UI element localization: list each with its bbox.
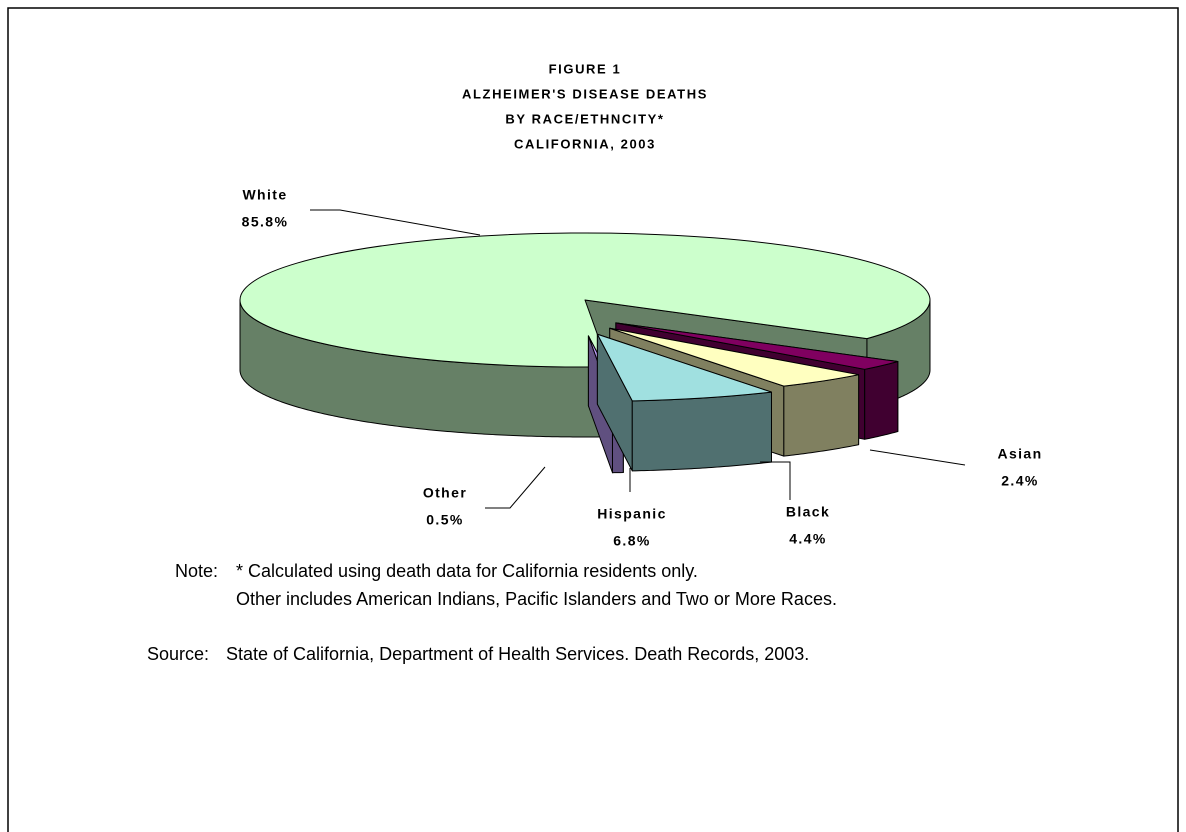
slice-label: Other [423,485,467,501]
slice-label: White [242,187,287,203]
leader-line [760,461,791,500]
slice-wall [783,374,860,457]
value-label: 0.5% [426,512,464,528]
source-label: Source: [147,644,209,664]
chart-title: ALZHEIMER'S DISEASE DEATHS [462,86,708,101]
pie [239,232,931,474]
slice [615,322,899,370]
slice-wall [631,391,772,472]
note-label: Note: [175,561,218,581]
note: Other includes American Indians, Pacific… [236,589,837,609]
frame [7,7,1179,832]
value-label: 85.8% [242,214,289,230]
slice-label: Asian [997,446,1042,462]
leader-line [869,449,966,466]
slice-label: Hispanic [597,506,667,522]
slice-wall [864,361,899,440]
value-label: 4.4% [789,531,827,547]
source: State of California, Department of Healt… [226,644,809,664]
note: * Calculated using death data for Califo… [236,561,698,581]
slice [596,333,772,402]
slice [239,232,931,368]
slice-label: Black [786,504,830,520]
leader-line [485,466,546,509]
value-label: 6.8% [613,533,651,549]
chart-title: CALIFORNIA, 2003 [514,136,656,151]
slice [609,327,860,387]
value-label: 2.4% [1001,473,1039,489]
chart-title: FIGURE 1 [549,61,622,76]
leader-line [310,209,481,236]
chart-title: BY RACE/ETHNCITY* [505,111,664,126]
